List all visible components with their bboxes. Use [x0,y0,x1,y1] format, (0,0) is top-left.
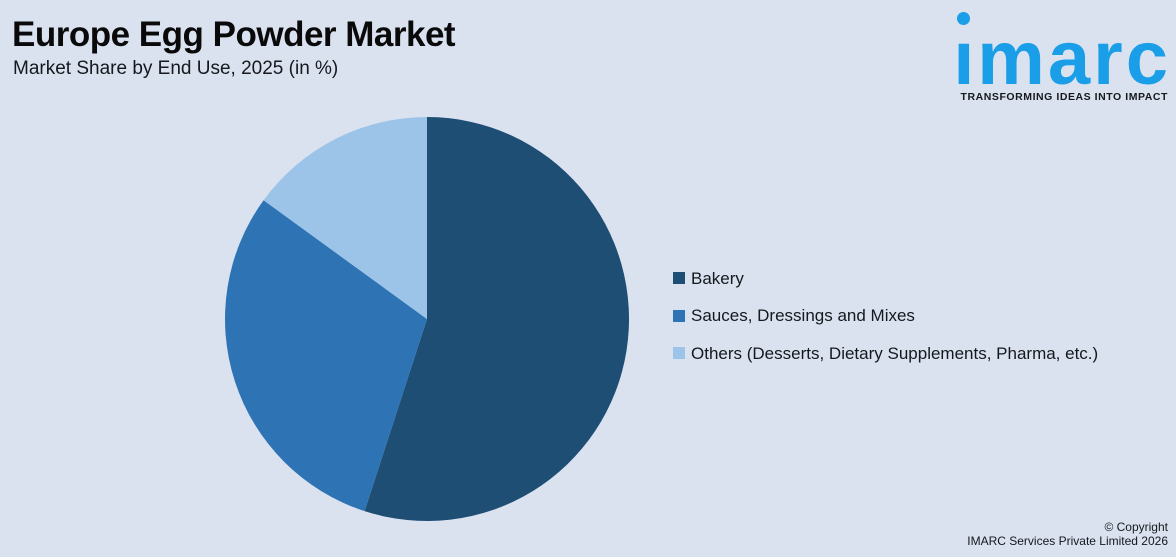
legend-swatch-icon [673,309,685,322]
legend-item: Others (Desserts, Dietary Supplements, P… [673,343,1099,363]
imarc-logo: ımarc TRANSFORMING IDEAS INTO IMPACT [918,0,1168,112]
copyright-line2: IMARC Services Private Limited 2026 [967,534,1168,548]
pie-slice-sauces-dressings-and-mixes [225,200,427,512]
imarc-logo-wordmark: ımarc [953,12,1171,97]
chart-subtitle: Market Share by End Use, 2025 (in %) [13,58,339,79]
legend-swatch-icon [673,272,685,284]
legend-item: Sauces, Dressings and Mixes [673,306,1098,325]
imarc-logo-dot-icon [957,12,971,25]
legend-label: Bakery [691,268,744,288]
pie-chart [225,117,630,521]
imarc-logo-tagline: TRANSFORMING IDEAS INTO IMPACT [960,91,1168,103]
imarc-logo-text: ımarc [953,16,1171,101]
page-title: Europe Egg Powder Market [12,15,456,54]
pie-slice-bakery [364,117,630,521]
legend-item: Bakery [673,268,1098,288]
pie-slice-others-desserts-dietary-supplements-pharma-etc [263,117,427,319]
legend-label: Others (Desserts, Dietary Supplements, P… [691,343,1099,363]
chart-legend: Bakery Sauces, Dressings and Mixes Others … [673,268,1099,363]
legend-label: Sauces, Dressings and Mixes [691,306,915,325]
copyright-notice: © Copyright IMARC Services Private Limit… [967,520,1168,548]
legend-swatch-icon [673,347,685,359]
copyright-line1: © Copyright [1104,520,1168,534]
